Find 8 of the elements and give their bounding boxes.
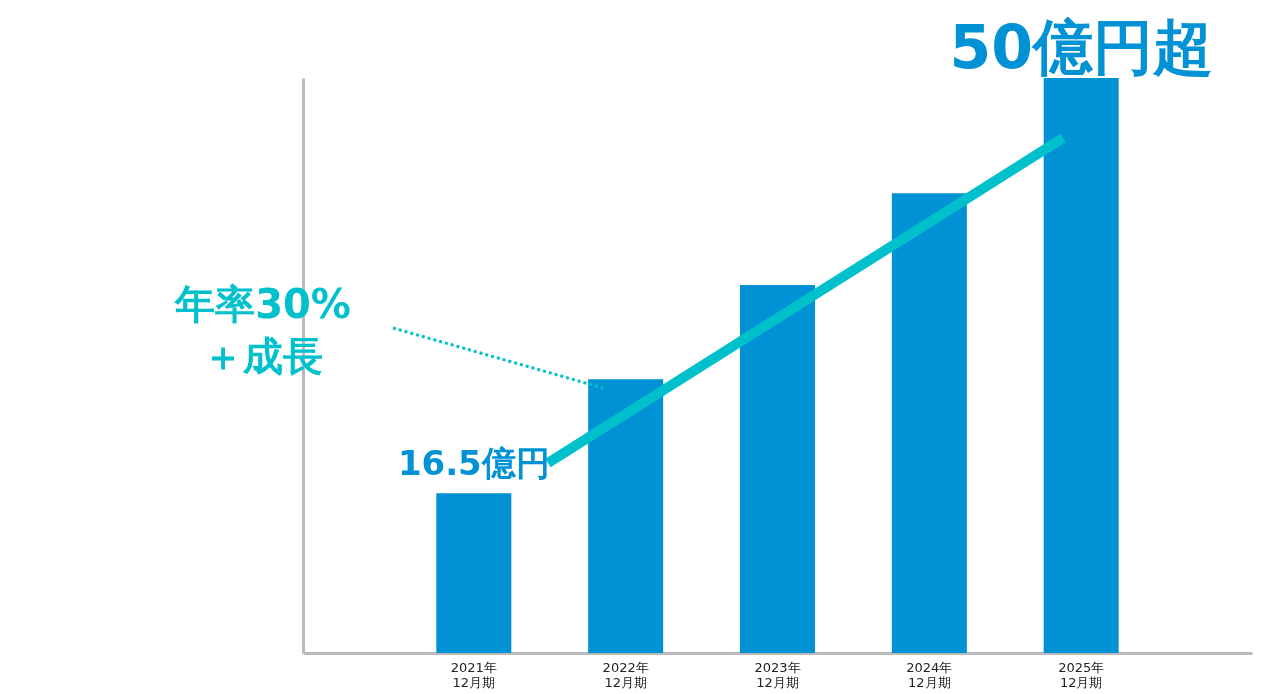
data-label: 16.5億円	[397, 443, 550, 484]
x-tick-label: 2024年 12月期	[906, 659, 953, 690]
x-tick-label: 2022年 12月期	[602, 659, 649, 690]
annotation: 年率30% ＋成長	[174, 281, 351, 379]
x-tick-label: 2023年 12月期	[754, 659, 801, 690]
x-tick-label: 2025年 12月期	[1058, 659, 1105, 690]
x-tick-label: 2021年 12月期	[450, 659, 497, 690]
data-label: 50億円超	[949, 12, 1213, 82]
